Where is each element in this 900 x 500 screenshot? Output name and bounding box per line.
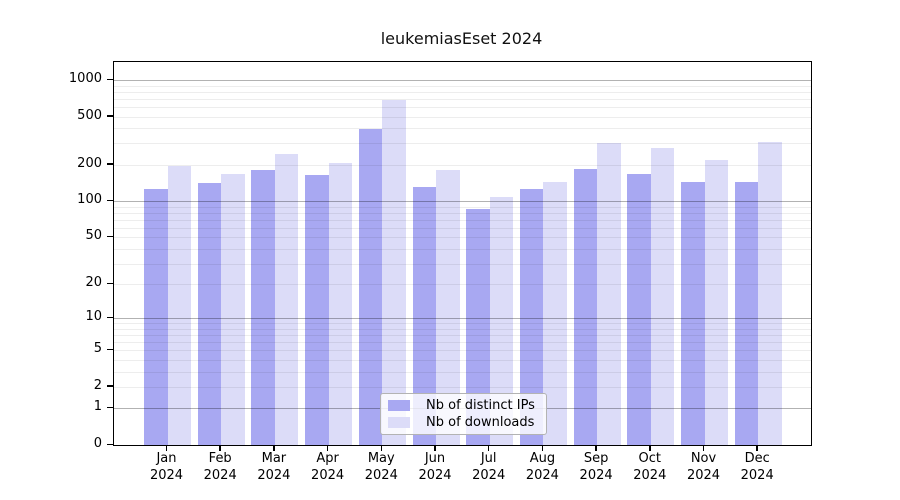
bar-distinct-ips-nov [681,181,705,445]
bar-downloads-apr [328,162,353,445]
x-tick-feb [219,445,221,451]
x-tick-mar [273,445,275,451]
x-tick-jan [165,445,168,451]
bar-distinct-ips-oct [627,173,651,445]
bar-distinct-ips-sep [573,169,598,445]
y-tick-0 [107,443,113,445]
x-tick-label-jul: Jul 2024 [472,451,506,483]
x-tick-oct [649,445,651,451]
bar-downloads-dec [758,141,782,445]
x-tick-may [380,445,383,451]
gridline-500 [114,116,811,118]
gridline-900 [114,85,811,87]
y-tick-500 [107,115,113,117]
x-tick-label-aug: Aug 2024 [525,451,559,483]
bar-distinct-ips-apr [305,174,329,445]
bar-distinct-ips-jun [412,187,436,445]
y-tick-20 [107,282,113,285]
x-tick-label-may: May 2024 [364,451,398,483]
y-tick-label-5: 5 [93,341,102,357]
bar-downloads-feb [221,173,245,445]
y-tick-1 [107,406,113,409]
legend-label-distinct-ips: Nb of distinct IPs [426,398,535,413]
bar-distinct-ips-jul [466,209,490,445]
bar-downloads-nov [704,160,728,445]
x-tick-dec [756,445,758,451]
bar-downloads-jul [489,197,514,445]
y-tick-10 [107,316,113,319]
y-tick-label-50: 50 [85,228,102,244]
x-tick-label-feb: Feb 2024 [203,451,237,483]
x-tick-sep [595,445,597,451]
gridline-700 [114,98,811,100]
y-tick-50 [107,235,113,238]
legend-label-downloads: Nb of downloads [426,415,535,430]
bar-distinct-ips-aug [519,189,544,445]
bar-downloads-may [382,99,406,445]
y-tick-label-200: 200 [77,155,102,171]
y-tick-label-500: 500 [77,107,102,123]
bar-downloads-sep [597,142,621,445]
x-tick-label-mar: Mar 2024 [257,451,291,483]
x-tick-jun [434,445,436,451]
x-tick-label-sep: Sep 2024 [579,451,613,483]
bar-downloads-aug [543,182,567,445]
y-tick-100 [107,199,113,202]
y-tick-label-0: 0 [93,436,102,451]
bar-downloads-jan [167,165,191,445]
bar-downloads-mar [274,153,299,445]
plot-area [113,61,812,446]
gridline-1000 [114,80,811,81]
y-tick-2 [107,385,113,387]
y-tick-5 [107,348,113,351]
y-tick-label-20: 20 [85,275,102,291]
legend-item-downloads: Nb of downloads [387,415,540,430]
bar-distinct-ips-jan [144,189,168,445]
x-tick-apr [326,445,329,451]
y-tick-200 [107,163,113,165]
legend-swatch-distinct-ips [388,400,410,411]
bar-downloads-oct [650,148,675,445]
bar-distinct-ips-dec [734,181,759,445]
x-tick-label-apr: Apr 2024 [311,451,345,483]
x-tick-label-jan: Jan 2024 [149,451,184,483]
y-tick-label-10: 10 [85,309,102,325]
chart-title: leukemiasEset 2024 [380,29,543,48]
legend-item-distinct-ips: Nb of distinct IPs [387,398,540,413]
y-tick-label-100: 100 [77,192,102,208]
legend: Nb of distinct IPs Nb of downloads [380,393,547,435]
x-tick-label-jun: Jun 2024 [418,451,452,483]
y-tick-label-2: 2 [93,377,102,393]
legend-swatch-downloads [388,417,410,428]
x-tick-jul [487,445,490,451]
x-tick-label-nov: Nov 2024 [686,451,721,483]
x-tick-aug [541,445,544,451]
y-tick-label-1: 1 [93,399,102,415]
x-tick-label-dec: Dec 2024 [740,451,774,483]
y-tick-1000 [107,78,113,80]
bar-distinct-ips-feb [197,183,222,445]
gridline-300 [114,143,811,145]
y-tick-label-1000: 1000 [68,71,102,86]
x-tick-nov [702,445,705,451]
bar-distinct-ips-may [358,129,383,445]
bar-downloads-jun [436,170,460,445]
bar-distinct-ips-mar [251,170,275,445]
x-tick-label-oct: Oct 2024 [633,451,667,483]
gridline-800 [114,91,811,93]
gridline-600 [114,106,811,108]
gridline-400 [114,128,811,130]
